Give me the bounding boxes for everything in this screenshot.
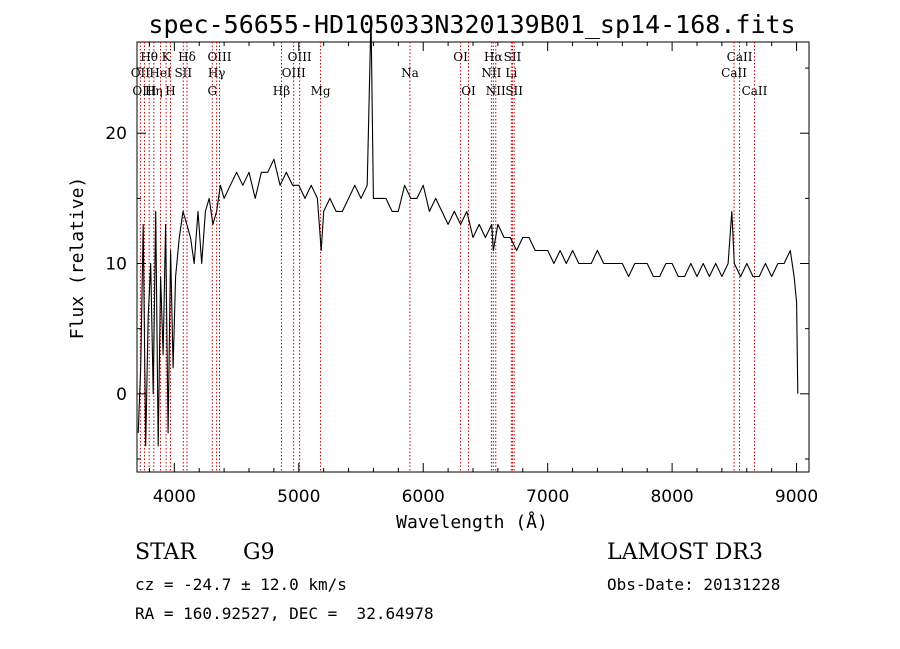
line-label-23: Li bbox=[505, 66, 517, 80]
line-label-12: Hβ bbox=[273, 84, 290, 98]
line-label-20: NII bbox=[481, 66, 501, 80]
line-label-0: Hθ bbox=[140, 50, 158, 64]
chart-title: spec-56655-HD105033N320139B01_sp14-168.f… bbox=[148, 10, 795, 39]
x-tick-label-2: 6000 bbox=[402, 487, 445, 507]
line-label-14: OIII bbox=[282, 66, 306, 80]
flux-line bbox=[138, 16, 798, 446]
line-label-27: CaII bbox=[742, 84, 768, 98]
y-tick-label-1: 10 bbox=[105, 255, 127, 275]
line-label-21: NII bbox=[486, 84, 506, 98]
x-tick-label-0: 4000 bbox=[153, 487, 196, 507]
line-label-15: Mg bbox=[311, 84, 331, 98]
observation-date: Obs-Date: 20131228 bbox=[607, 575, 780, 594]
x-tick-label-4: 8000 bbox=[650, 487, 693, 507]
line-label-3: K bbox=[162, 50, 172, 64]
line-label-18: OI bbox=[461, 84, 476, 98]
line-label-22: SII bbox=[504, 50, 522, 64]
coordinates: RA = 160.92527, DEC = 32.64978 bbox=[135, 604, 434, 623]
y-axis-label: Flux (relative) bbox=[67, 177, 88, 340]
x-tick-label-3: 7000 bbox=[526, 487, 569, 507]
line-label-8: Hδ bbox=[178, 50, 196, 64]
x-axis-label: Wavelength (Å) bbox=[396, 511, 548, 533]
redshift-velocity: cz = -24.7 ± 12.0 km/s bbox=[135, 575, 347, 594]
line-label-17: OI bbox=[453, 50, 468, 64]
line-label-4: HeI bbox=[149, 66, 172, 80]
line-label-13: OIII bbox=[288, 50, 312, 64]
line-label-10: Hγ bbox=[208, 66, 226, 80]
survey-name: LAMOST DR3 bbox=[607, 540, 763, 565]
x-tick-label-1: 5000 bbox=[277, 487, 320, 507]
flux-series bbox=[138, 16, 798, 446]
line-label-25: CaII bbox=[727, 50, 753, 64]
line-label-16: Na bbox=[401, 66, 419, 80]
plot-frame bbox=[137, 42, 809, 472]
line-label-6: SII bbox=[174, 66, 192, 80]
line-label-24: SII bbox=[505, 84, 523, 98]
line-label-19: Hα bbox=[484, 50, 503, 64]
y-tick-label-2: 20 bbox=[105, 124, 127, 144]
x-axis-ticks: 4000 5000 6000 7000 8000 9000 bbox=[149, 42, 818, 507]
y-tick-label-0: 0 bbox=[116, 385, 127, 405]
object-class: STAR bbox=[135, 540, 196, 565]
x-tick-label-5: 9000 bbox=[775, 487, 818, 507]
line-label-7: H bbox=[165, 84, 175, 98]
object-subclass: G9 bbox=[243, 540, 275, 565]
line-label-26: CaII bbox=[721, 66, 747, 80]
line-label-9: OIII bbox=[207, 50, 231, 64]
line-label-5: Hη bbox=[145, 84, 163, 98]
line-label-11: G bbox=[207, 84, 217, 98]
spectral-line-markers bbox=[140, 42, 754, 472]
